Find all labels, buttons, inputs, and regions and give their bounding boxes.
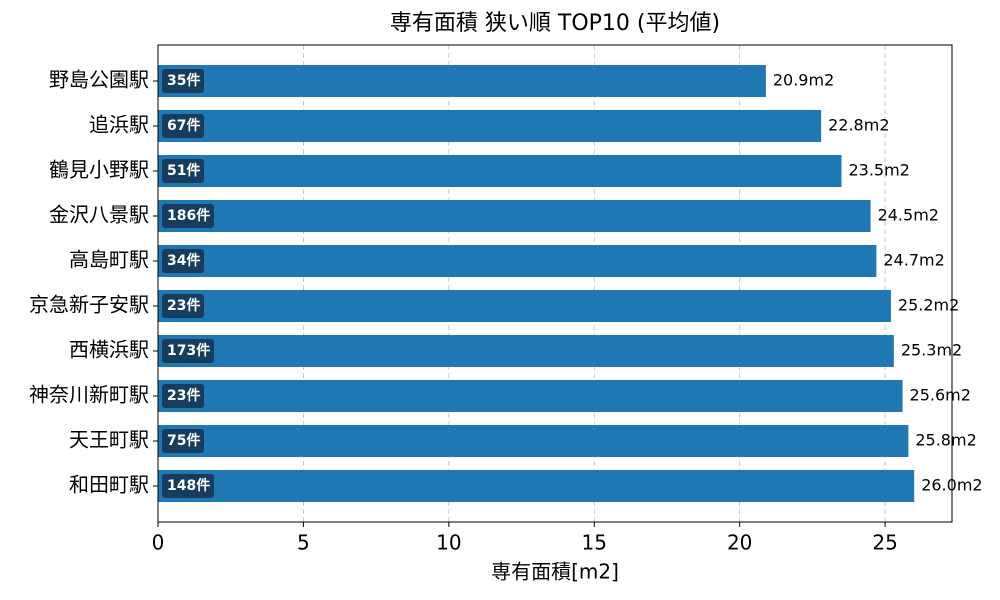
bar — [158, 155, 842, 187]
count-label: 34件 — [167, 252, 200, 269]
count-badge — [162, 114, 204, 138]
y-tick-label: 天王町駅 — [69, 428, 149, 452]
y-tick-label: 和田町駅 — [69, 473, 149, 497]
x-tick-label: 10 — [436, 531, 461, 555]
y-tick-label: 高島町駅 — [69, 248, 149, 272]
x-tick-label: 15 — [582, 531, 607, 555]
count-label: 35件 — [167, 72, 200, 89]
count-badge — [162, 159, 204, 183]
count-label: 173件 — [167, 342, 210, 359]
y-tick-label: 神奈川新町駅 — [29, 383, 149, 407]
y-tick-label: 鶴見小野駅 — [49, 158, 149, 182]
bar — [158, 110, 822, 142]
count-badge — [162, 204, 214, 228]
count-badge — [162, 429, 204, 453]
bar — [158, 425, 909, 457]
x-axis-label: 専有面積[m2] — [491, 560, 619, 584]
value-label: 24.7m2 — [883, 251, 944, 270]
count-badge — [162, 339, 214, 363]
y-tick-label: 京急新子安駅 — [29, 293, 149, 317]
bar — [158, 335, 894, 367]
count-label: 186件 — [167, 207, 210, 224]
count-label: 67件 — [167, 117, 200, 134]
plot-frame — [157, 44, 953, 523]
y-tick-label: 西横浜駅 — [69, 338, 149, 362]
count-badge — [162, 474, 214, 498]
y-tick-label: 野島公園駅 — [49, 68, 149, 92]
count-badge — [162, 249, 204, 273]
x-tick-label: 0 — [152, 531, 165, 555]
bar — [158, 200, 871, 232]
chart-title: 専有面積 狭い順 TOP10 (平均値) — [390, 11, 720, 36]
x-tick-label: 25 — [872, 531, 897, 555]
count-label: 23件 — [167, 387, 200, 404]
count-badge — [162, 384, 204, 408]
y-tick-label: 金沢八景駅 — [49, 203, 149, 227]
count-label: 148件 — [167, 477, 210, 494]
bar — [158, 290, 891, 322]
value-label: 22.8m2 — [828, 116, 889, 135]
value-label: 23.5m2 — [848, 161, 909, 180]
x-tick-label: 5 — [297, 531, 310, 555]
count-label: 23件 — [167, 297, 200, 314]
value-label: 25.8m2 — [915, 431, 976, 450]
value-label: 20.9m2 — [773, 71, 834, 90]
y-tick-label: 追浜駅 — [89, 113, 149, 137]
count-label: 51件 — [167, 162, 200, 179]
value-label: 25.2m2 — [898, 296, 959, 315]
count-label: 75件 — [167, 432, 200, 449]
bar — [158, 65, 766, 97]
value-label: 25.3m2 — [901, 341, 962, 360]
bar — [158, 470, 915, 502]
value-label: 25.6m2 — [910, 386, 971, 405]
bar — [158, 380, 903, 412]
count-badge — [162, 69, 204, 93]
bar — [158, 245, 877, 277]
value-label: 24.5m2 — [878, 206, 939, 225]
x-tick-label: 20 — [727, 531, 752, 555]
count-badge — [162, 294, 204, 318]
